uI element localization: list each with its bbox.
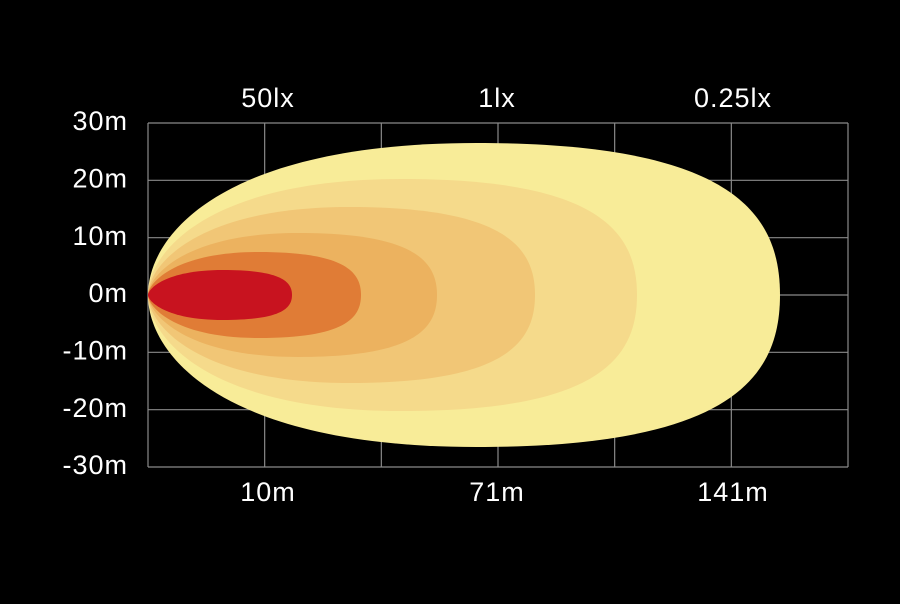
y-axis-label: 0m (88, 278, 128, 308)
y-axis-label: 10m (72, 221, 128, 251)
y-axis-label: -10m (62, 335, 128, 365)
y-axis-label: -20m (62, 393, 128, 423)
lux-label: 50lx (241, 83, 295, 113)
x-axis-label: 71m (469, 477, 525, 507)
beam-contour (148, 270, 292, 320)
labels: 30m 20m 10m 0m -10m -20m -30m 10m 71m 141m 50lx 1lx… (62, 83, 772, 507)
lux-label: 0.25lx (694, 83, 772, 113)
y-axis-label: 30m (72, 106, 128, 136)
lux-label: 1lx (478, 83, 516, 113)
y-axis-label: -30m (62, 450, 128, 480)
x-axis-label: 10m (240, 477, 296, 507)
y-axis-label: 20m (72, 163, 128, 193)
beam-pattern (148, 143, 780, 447)
x-axis-label: 141m (697, 477, 769, 507)
